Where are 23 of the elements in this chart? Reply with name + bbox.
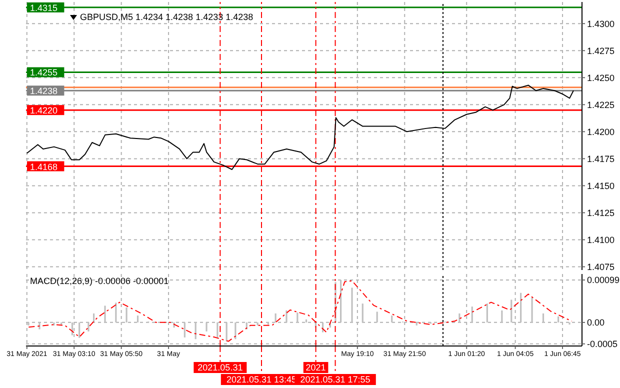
y-tick-label: 0.00099 (587, 275, 620, 286)
ref-line-label: 2021.05.31 17:55 (300, 374, 370, 384)
y-tick-label: 1.4225 (587, 100, 615, 110)
ref-line-label: 1.4255 (30, 68, 58, 78)
y-tick-label: 1.4075 (587, 262, 615, 272)
y-tick-label: 1.4150 (587, 180, 615, 191)
y-tick-label: 1.4125 (587, 208, 615, 218)
ref-line-label: 1.4220 (30, 106, 58, 116)
ref-line-label: 1.4315 (30, 2, 58, 13)
y-tick-label: 1.4275 (587, 46, 615, 56)
y-tick-label: 1.4200 (587, 126, 615, 137)
ref-line-label: 2021.05.31 (198, 362, 243, 372)
y-tick-label: 1.4300 (587, 18, 615, 29)
y-tick-label: 0.00 (587, 318, 605, 328)
chart-title: MACD(12,26,9) -0.00006 -0.00001 (30, 276, 169, 286)
ref-line-label: 1.4238 (30, 86, 58, 96)
y-tick-label: 1.4175 (587, 154, 615, 164)
y-tick-label: 1.4100 (587, 234, 615, 245)
ref-line-label: 1.4168 (30, 162, 58, 172)
text: GBPUSD,M5 1.4234 1.4238 1.4233 1.4238 (80, 12, 254, 22)
ref-line-label: 2021 (306, 362, 326, 372)
y-tick-label: 1.4250 (587, 72, 615, 83)
y-tick-label: -0.0005 (587, 339, 618, 350)
